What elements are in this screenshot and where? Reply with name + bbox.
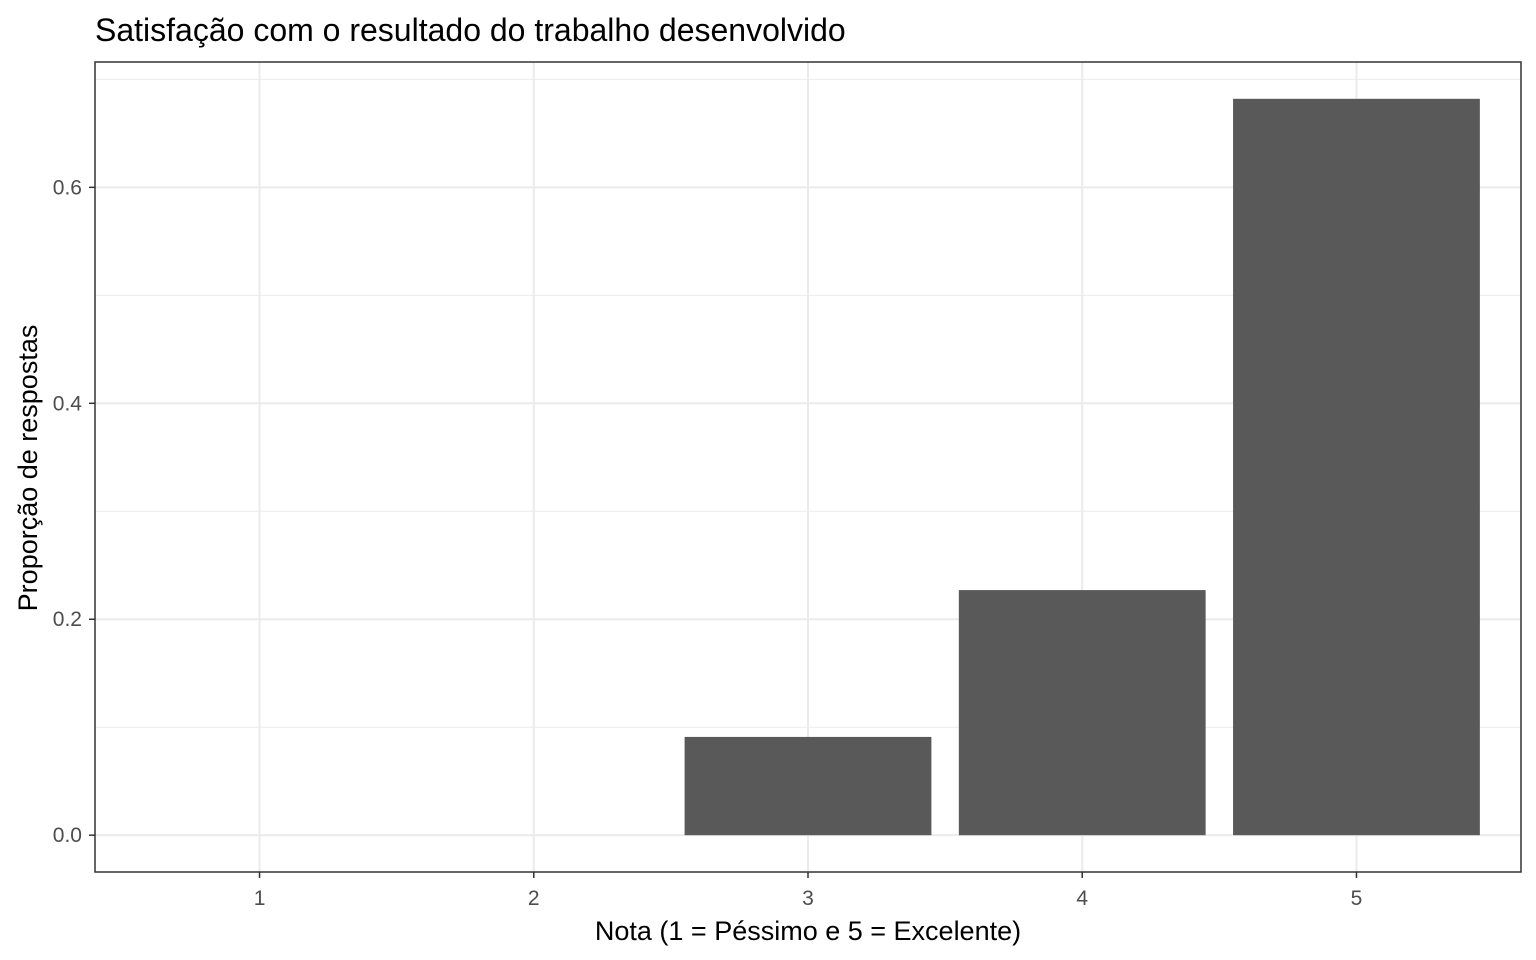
x-axis-label: Nota (1 = Péssimo e 5 = Excelente) <box>595 916 1021 946</box>
chart-title: Satisfação com o resultado do trabalho d… <box>95 12 846 48</box>
y-tick-label: 0.4 <box>53 392 83 415</box>
y-axis: 0.0 0.2 0.4 0.6 <box>53 176 95 847</box>
bar-3 <box>684 736 932 836</box>
y-tick-label: 0.6 <box>53 176 82 199</box>
bars <box>684 98 1480 836</box>
bar-5 <box>1233 98 1480 836</box>
bar-4 <box>958 590 1206 836</box>
x-tick-label: 2 <box>528 887 540 910</box>
x-tick-label: 1 <box>254 887 266 910</box>
x-tick-label: 4 <box>1076 887 1088 910</box>
y-axis-label: Proporção de respostas <box>13 325 43 612</box>
x-axis: 1 2 3 4 5 <box>254 872 1363 910</box>
x-tick-label: 3 <box>802 887 814 910</box>
x-tick-label: 5 <box>1351 887 1363 910</box>
y-tick-label: 0.0 <box>53 824 82 847</box>
y-tick-label: 0.2 <box>53 608 82 631</box>
